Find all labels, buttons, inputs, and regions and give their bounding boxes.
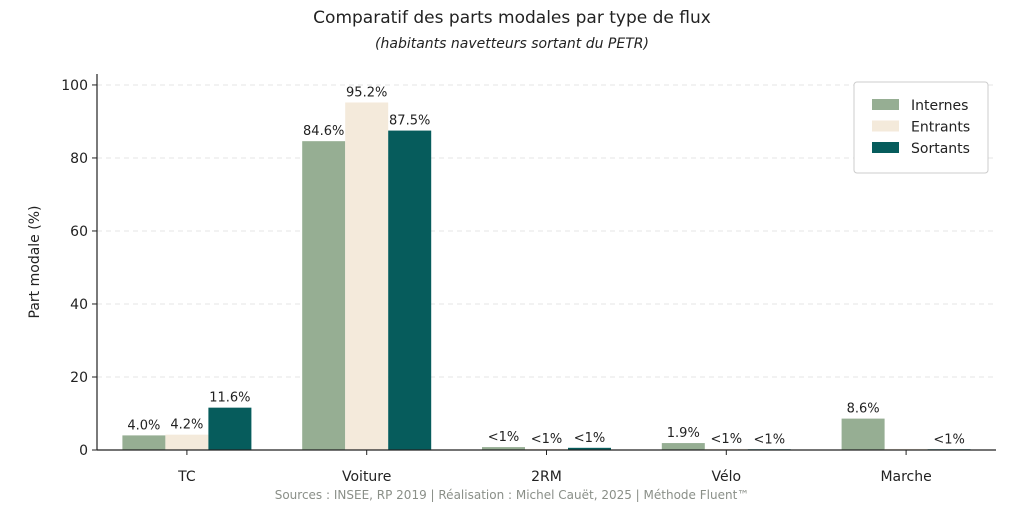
y-tick-label: 0 [79,443,88,459]
data-labels: 4.0% 4.2% 11.6% 84.6% 95.2%87.5% <1% <1% <1% 1.9… [127,85,964,447]
x-tick-label: Marche [880,469,931,485]
data-label: 4.2% [170,418,203,433]
bar [388,130,432,450]
y-tick-label: 80 [70,151,88,167]
data-label: <1% [754,432,786,447]
legend: Internes Entrants Sortants [853,81,989,174]
source-note: Sources : INSEE, RP 2019 | Réalisation :… [275,488,750,502]
y-tick-label: 60 [70,224,88,240]
y-tick-label: 40 [70,297,88,313]
chart-title: Comparatif des parts modales par type de… [313,8,711,28]
data-label: <1% [711,432,743,447]
grid [97,84,996,378]
x-tick-label: Vélo [712,469,742,485]
data-label: <1% [574,431,606,446]
x-ticks: TC Voiture 2RM Vélo Marche [177,450,932,485]
x-tick-label: Voiture [342,469,391,485]
data-label: 4.0% [127,418,160,433]
legend-swatch [872,142,899,153]
bar [122,435,166,450]
data-label: 87.5% [389,114,430,129]
legend-label: Entrants [911,120,970,136]
data-label: 95.2% [346,85,387,100]
legend-label: Sortants [911,141,970,157]
data-label: <1% [933,432,965,447]
y-ticks: 0 20 40 60 80 100 [61,78,97,459]
bar [661,443,705,450]
data-label: 1.9% [667,426,700,441]
legend-label: Internes [911,98,968,114]
chart-subtitle: (habitants navetteurs sortant du PETR) [375,36,649,52]
bar [208,407,252,450]
y-tick-label: 100 [61,78,88,94]
y-tick-label: 20 [70,370,88,386]
legend-swatch [872,120,899,132]
bar [841,418,885,450]
data-label: <1% [531,432,563,447]
x-tick-label: 2RM [531,469,562,485]
data-label: 11.6% [209,391,250,406]
bars [122,102,971,450]
bar [302,141,346,450]
legend-swatch [872,99,899,110]
y-axis-label: Part modale (%) [27,206,43,319]
bar [165,434,209,450]
bar [568,447,611,450]
data-label: <1% [488,430,520,445]
bar [482,447,525,450]
bar [345,102,389,450]
data-label: 84.6% [303,124,344,139]
data-label: 8.6% [847,402,880,417]
x-tick-label: TC [177,469,196,485]
